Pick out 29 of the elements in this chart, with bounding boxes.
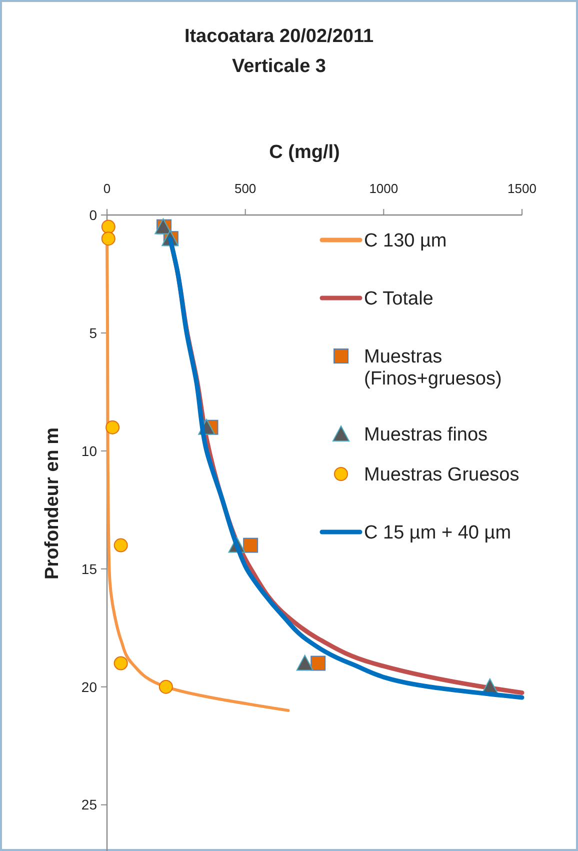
y-tick-label: 25 — [81, 796, 98, 813]
y-tick-label: 0 — [89, 206, 98, 223]
point — [296, 654, 314, 671]
y-tick-label: 15 — [81, 560, 98, 577]
legend-label: C 15 µm + 40 µm — [364, 522, 512, 544]
legend-label: Muestras (Finos+gruesos) — [364, 346, 502, 390]
x-tick-label: 1500 — [508, 181, 536, 196]
legend-label: Muestras Gruesos — [364, 464, 520, 486]
y-tick-label: 10 — [81, 442, 98, 459]
point — [158, 680, 173, 694]
point — [106, 420, 120, 434]
y-axis-title: Profondeur en m — [42, 427, 63, 580]
legend-label: C 130 µm — [364, 230, 447, 252]
legend-label: C Totale — [364, 288, 434, 310]
chart-subtitle: Verticale 3 — [232, 56, 326, 77]
point — [114, 538, 128, 552]
x-tick-label: 1000 — [369, 181, 398, 196]
point — [310, 656, 326, 671]
x-axis-title: C (mg/l) — [269, 142, 340, 163]
point — [101, 232, 116, 246]
x-tick-label: 0 — [103, 181, 111, 196]
y-tick-label: 20 — [81, 678, 98, 695]
chart-title: Itacoatara 20/02/2011 — [184, 26, 374, 47]
point — [101, 220, 116, 234]
legend-label: Muestras finos — [364, 424, 488, 446]
x-tick-label: 500 — [234, 181, 256, 196]
point — [114, 656, 128, 670]
point — [243, 538, 258, 553]
y-tick-label: 5 — [89, 324, 98, 341]
